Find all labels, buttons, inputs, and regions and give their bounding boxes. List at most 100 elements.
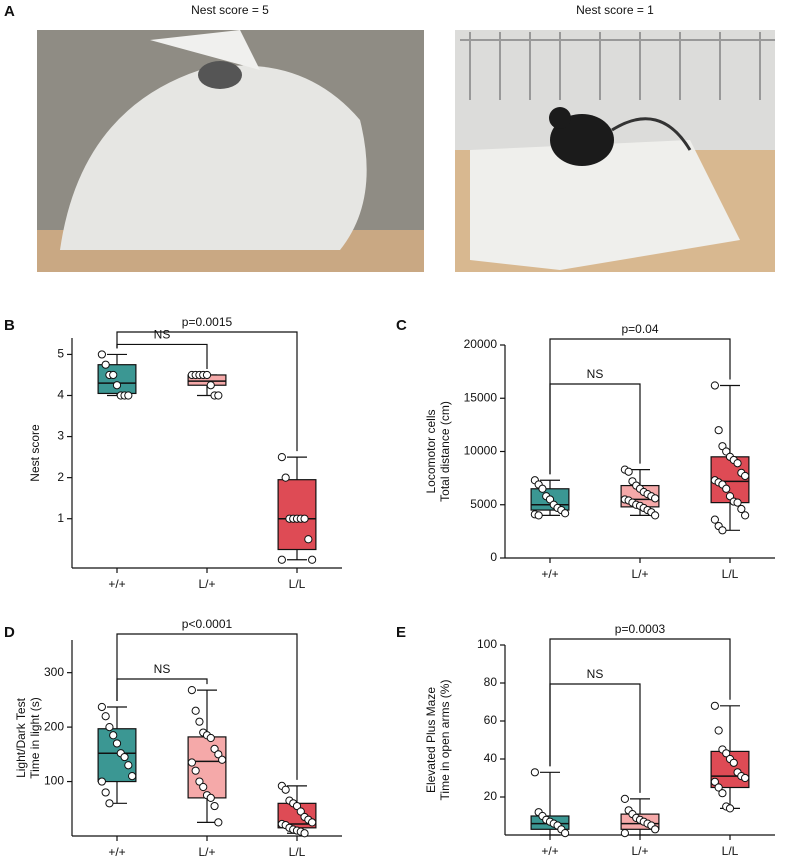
data-point (710, 701, 719, 710)
data-point (296, 807, 305, 816)
data-point (101, 712, 110, 721)
x-tick-label: +/+ (541, 844, 558, 858)
data-point (281, 473, 290, 482)
data-point (206, 381, 215, 390)
data-point (620, 829, 629, 838)
y-axis-label: Light/Dark Test (14, 697, 28, 777)
data-point (218, 755, 227, 764)
data-point (308, 555, 317, 564)
x-tick-label: L/L (289, 845, 306, 859)
data-point (101, 360, 110, 369)
panel-letter: B (4, 317, 15, 334)
data-point (733, 498, 742, 507)
data-point (718, 526, 727, 535)
data-point (710, 381, 719, 390)
x-tick-label: +/+ (108, 577, 125, 591)
data-point (530, 768, 539, 777)
data-point (105, 799, 114, 808)
data-point (300, 514, 309, 523)
data-point (214, 818, 223, 827)
comparison-label: p<0.0001 (182, 617, 233, 631)
y-axis-label: Nest score (28, 424, 42, 482)
data-point (124, 761, 133, 770)
data-point (300, 829, 309, 838)
data-point (714, 426, 723, 435)
x-tick-label: L/L (722, 567, 739, 581)
data-point (214, 750, 223, 759)
y-axis-label: Total distance (cm) (438, 401, 452, 502)
comparison-bracket (549, 383, 641, 475)
photo-title: Nest score = 5 (191, 3, 269, 17)
data-point (651, 511, 660, 520)
data-point (277, 453, 286, 462)
data-point (651, 494, 660, 503)
y-axis-label: Time in open arms (%) (438, 680, 452, 801)
data-point (187, 758, 196, 767)
data-point (202, 370, 212, 380)
data-point (277, 555, 286, 564)
x-tick-label: L/+ (198, 845, 215, 859)
data-point (97, 350, 106, 359)
y-tick-label: 0 (490, 550, 497, 564)
x-tick-label: L/+ (631, 567, 648, 581)
comparison-label: NS (154, 662, 171, 676)
data-point (741, 471, 750, 481)
comparison-label: NS (587, 367, 604, 381)
data-point (725, 804, 735, 813)
y-tick-label: 5000 (470, 497, 497, 511)
data-point (737, 504, 746, 514)
data-point (304, 535, 313, 544)
y-axis-label: Locomotor cells (424, 409, 438, 493)
data-point (538, 484, 547, 493)
data-point (534, 511, 543, 520)
data-point (718, 789, 727, 798)
comparison-bracket (116, 331, 298, 452)
data-point (124, 391, 133, 400)
data-point (741, 511, 750, 520)
y-tick-label: 200 (44, 719, 64, 733)
y-tick-label: 100 (44, 774, 64, 788)
data-point (620, 794, 629, 804)
y-tick-label: 2 (57, 470, 64, 484)
y-axis-label: Elevated Plus Maze (424, 687, 438, 793)
data-point (101, 788, 110, 797)
photo (37, 30, 424, 272)
x-tick-label: L/+ (198, 577, 215, 591)
data-point (97, 702, 106, 712)
y-tick-label: 1 (57, 511, 64, 525)
data-point (214, 391, 223, 400)
comparison-bracket (116, 633, 298, 780)
data-point (308, 818, 317, 827)
data-point (714, 783, 723, 792)
x-tick-label: +/+ (108, 845, 125, 859)
comparison-bracket (549, 638, 731, 767)
comparison-bracket (549, 683, 641, 793)
x-tick-label: L/L (289, 577, 306, 591)
y-tick-label: 80 (484, 675, 498, 689)
data-point (195, 777, 204, 786)
data-point (206, 793, 215, 802)
box (97, 728, 137, 783)
y-tick-label: 100 (477, 637, 497, 651)
panel-letter: A (4, 3, 15, 20)
comparison-label: NS (154, 328, 171, 342)
data-point (714, 726, 723, 735)
y-tick-label: 20 (484, 789, 498, 803)
y-tick-label: 60 (484, 713, 498, 727)
y-tick-label: 4 (57, 388, 64, 402)
data-point (199, 782, 208, 792)
data-point (109, 731, 118, 740)
data-point (729, 758, 738, 767)
data-point (561, 509, 570, 518)
data-point (281, 785, 290, 794)
y-tick-label: 20000 (464, 337, 498, 351)
y-axis-label: Time in light (s) (28, 697, 42, 779)
data-point (191, 706, 200, 715)
comparison-bracket (549, 338, 731, 475)
comparison-label: p=0.0003 (615, 622, 666, 636)
data-point (112, 739, 122, 748)
data-point (710, 515, 719, 524)
data-point (112, 381, 122, 390)
data-point (651, 825, 660, 834)
